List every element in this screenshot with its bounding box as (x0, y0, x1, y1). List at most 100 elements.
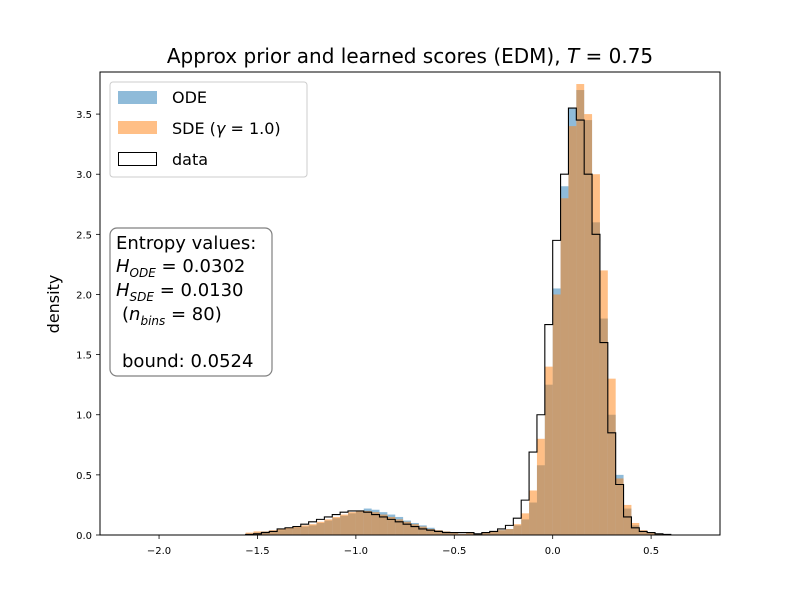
bar-sde (442, 531, 451, 535)
legend-swatch-ode (118, 91, 157, 104)
legend-label-sde: SDE (γ = 1.0) (172, 119, 281, 138)
y-axis: 0.0 0.5 1.0 1.5 2.0 2.5 3.0 3.5 (76, 110, 100, 542)
bar-sde (292, 526, 301, 535)
legend-box (109, 81, 308, 178)
bar-sde (536, 438, 545, 535)
h-ode-symbol: H (116, 256, 130, 277)
annotation-box (109, 227, 273, 377)
data-step-line (245, 107, 672, 535)
legend-label-ode: ODE (172, 88, 207, 107)
bar-sde (584, 114, 593, 535)
bar-sde (395, 519, 404, 535)
y-tick-label: 0.0 (76, 531, 92, 542)
legend-swatch-sde (118, 121, 157, 134)
bar-sde (631, 522, 640, 535)
bar-sde (308, 524, 317, 535)
bar-sde (418, 526, 427, 535)
h-sde-subscript: SDE (130, 290, 155, 304)
bar-sde (560, 198, 569, 536)
bar-sde (529, 490, 537, 535)
bar-sde (426, 528, 435, 535)
bar-sde (269, 530, 278, 535)
y-tick-label: 1.5 (76, 351, 92, 362)
legend-label-data: data (172, 150, 208, 169)
title-suffix: = 0.75 (579, 44, 653, 68)
nbins-value: 80 (192, 304, 215, 325)
legend: ODE SDE (γ = 1.0) data (109, 81, 308, 178)
y-tick-label: 1.0 (76, 411, 92, 422)
bar-sde (489, 531, 498, 535)
x-axis: −2.0 −1.5 −1.0 −0.5 0.0 0.5 (147, 535, 659, 557)
h-ode-value: 0.0302 (182, 256, 245, 277)
x-tick-label: 0.5 (643, 546, 659, 557)
bar-sde (348, 512, 356, 535)
legend-swatch-data (118, 152, 157, 166)
bar-sde (458, 533, 467, 535)
bar-sde (607, 378, 616, 535)
bar-sde (387, 516, 396, 535)
y-tick-label: 2.5 (76, 230, 92, 241)
bar-sde (253, 531, 262, 535)
bar-sde (623, 504, 632, 535)
title-prefix: Approx prior and learned scores (EDM), (167, 44, 567, 68)
annotation-nbins: (nbins = 80) (122, 304, 222, 328)
bar-sde (285, 527, 293, 535)
x-tick-label: 0.0 (545, 546, 561, 557)
nbins-symbol: n (129, 304, 140, 325)
bar-sde (576, 84, 585, 535)
bar-sde (497, 530, 506, 535)
y-tick-label: 3.0 (76, 170, 92, 181)
legend-sde-prefix: SDE ( (172, 119, 216, 138)
bar-sde (410, 524, 419, 535)
x-tick-label: −2.0 (147, 546, 171, 557)
x-tick-label: −1.0 (344, 546, 368, 557)
bar-sde (592, 174, 600, 536)
data-step-outline (245, 107, 672, 535)
bar-sde (505, 528, 514, 535)
annotation-h-ode: HODE = 0.0302 (116, 256, 245, 280)
h-sde-symbol: H (116, 280, 130, 301)
y-axis-label: density (44, 275, 63, 334)
x-tick-label: −0.5 (442, 546, 466, 557)
h-ode-equals: = (156, 256, 183, 277)
bar-sde (355, 510, 364, 535)
bar-sde (552, 294, 561, 535)
title-variable: T (567, 44, 581, 68)
nbins-close: ) (215, 304, 222, 325)
bar-sde (261, 531, 270, 535)
nbins-subscript: bins (140, 314, 165, 328)
bar-sde (466, 532, 474, 535)
annotation-header: Entropy values: (116, 233, 256, 254)
bar-sde (481, 532, 490, 535)
legend-sde-suffix: = 1.0) (225, 119, 280, 138)
bar-sde (371, 512, 380, 535)
histogram-bars (245, 84, 671, 536)
bar-sde (332, 516, 341, 535)
bar-sde (639, 530, 648, 535)
bar-sde (324, 519, 333, 535)
entropy-annotation: Entropy values: HODE = 0.0302 HSDE = 0.0… (109, 227, 273, 377)
bar-sde (615, 478, 624, 535)
h-sde-value: 0.0130 (181, 280, 244, 301)
bar-sde (599, 270, 608, 535)
bar-sde (521, 513, 530, 535)
series-sde (245, 84, 671, 536)
bar-sde (363, 510, 372, 535)
bar-sde (403, 521, 411, 535)
plot-frame (99, 71, 721, 536)
bar-sde (277, 528, 286, 535)
legend-sde-gamma: γ (216, 119, 227, 138)
bar-sde (568, 126, 577, 535)
annotation-bound: bound: 0.0524 (122, 351, 253, 372)
bar-sde (245, 532, 254, 535)
bar-sde (647, 532, 656, 535)
bar-sde (450, 532, 459, 535)
chart-title: Approx prior and learned scores (EDM), T… (167, 44, 653, 68)
bar-sde (340, 514, 348, 535)
bar-sde (300, 525, 309, 535)
bar-sde (473, 533, 482, 535)
bar-sde (655, 533, 663, 535)
h-ode-subscript: ODE (130, 266, 157, 280)
nbins-open: ( (122, 304, 129, 325)
